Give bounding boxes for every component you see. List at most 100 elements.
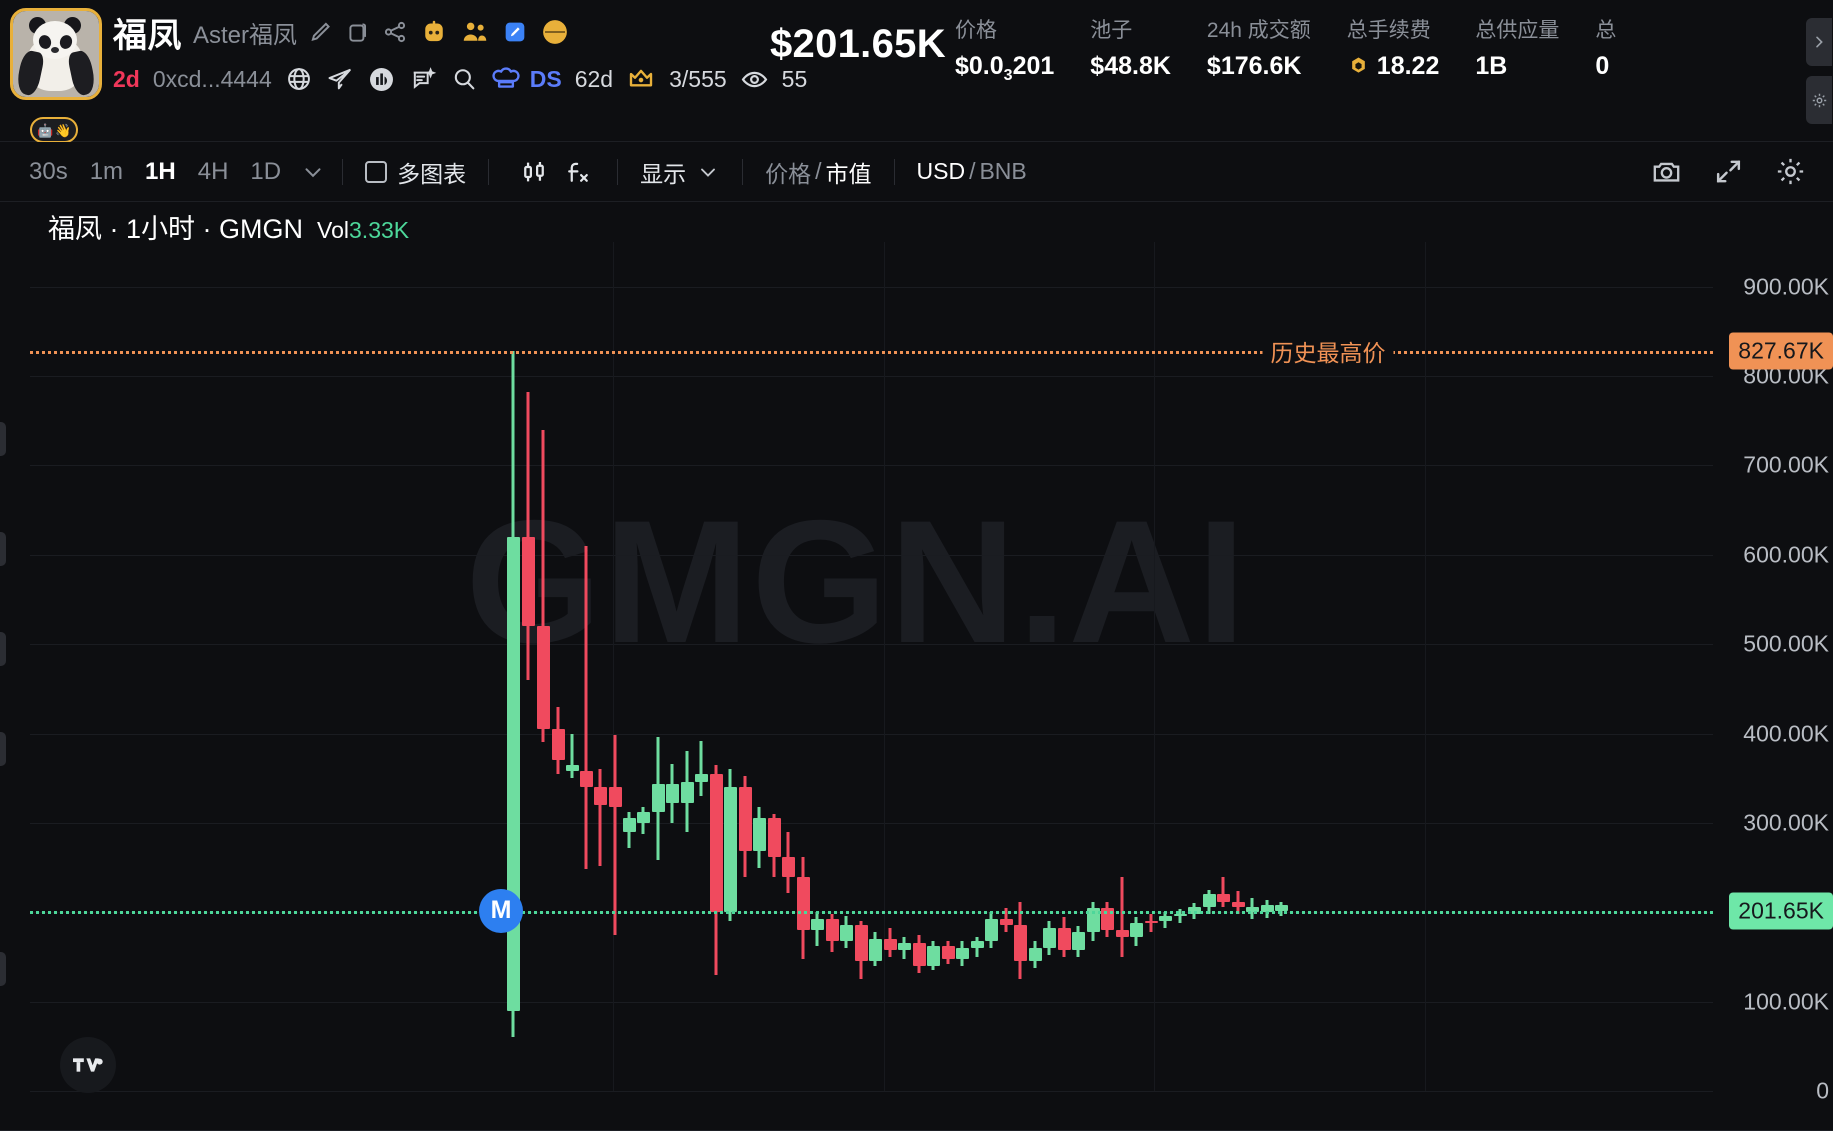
- axis-tick-label: 600.00K: [1743, 541, 1829, 568]
- axis-tick-label: 100.00K: [1743, 988, 1829, 1015]
- candle-body: [897, 942, 911, 950]
- stat-label: 池子: [1090, 19, 1133, 42]
- gridline: [30, 554, 1713, 556]
- gear-icon[interactable]: [1774, 155, 1807, 188]
- divider: [342, 158, 344, 185]
- camera-icon[interactable]: [1650, 155, 1683, 188]
- axis-tick-label: 500.00K: [1743, 630, 1829, 657]
- candle-body: [767, 818, 781, 857]
- robot-icon: 🤖: [37, 122, 54, 138]
- display-dropdown[interactable]: 显示: [634, 155, 726, 189]
- timeframe-4h[interactable]: 4H: [197, 157, 229, 185]
- candle-body: [709, 773, 723, 913]
- candle: [941, 242, 955, 1091]
- multichart-button[interactable]: 多图表: [359, 155, 472, 189]
- candle-wick: [598, 769, 602, 866]
- multichart-label: 多图表: [397, 160, 467, 187]
- eye-icon: [740, 65, 769, 94]
- toggle-bnb[interactable]: BNB: [979, 158, 1027, 184]
- chart-dex-icon[interactable]: [367, 65, 396, 94]
- candles-icon[interactable]: [519, 157, 549, 187]
- holders-icon[interactable]: [460, 17, 490, 47]
- toggle-separator: /: [815, 158, 822, 184]
- candle: [1260, 242, 1274, 1091]
- token-name: 福凤: [113, 16, 182, 55]
- stat-truncated: 总 0: [1595, 14, 1652, 81]
- candle-body: [694, 773, 708, 782]
- edit-icon[interactable]: [308, 19, 334, 45]
- token-meta-row: 2d 0xcd...4444: [113, 58, 807, 100]
- timeframe-1d[interactable]: 1D: [250, 157, 282, 185]
- robot-icon[interactable]: [419, 17, 449, 47]
- stat-label: 价格: [955, 19, 997, 42]
- timeframe-1m[interactable]: 1m: [89, 157, 124, 185]
- share-icon[interactable]: [382, 19, 408, 45]
- avatar-badge[interactable]: 🤖 👋: [30, 117, 79, 143]
- candle: [825, 242, 839, 1091]
- toggle-price[interactable]: 价格: [765, 160, 812, 187]
- chef-hat-icon[interactable]: [491, 64, 521, 94]
- pencil-note-icon[interactable]: [501, 18, 529, 46]
- chevron-down-icon[interactable]: [300, 159, 326, 185]
- candlestick-plot[interactable]: GMGN.AI 历史最高价 M: [0, 242, 1713, 1092]
- currency-toggle[interactable]: USD / BNB: [911, 158, 1033, 185]
- copy-icon[interactable]: [345, 19, 371, 45]
- candle: [738, 242, 752, 1091]
- candle-body: [1274, 905, 1288, 911]
- candle-body: [941, 946, 955, 959]
- candle: [1071, 242, 1085, 1091]
- candle-body: [839, 924, 853, 941]
- candle: [723, 242, 737, 1091]
- candle: [1086, 242, 1100, 1091]
- candle: [1274, 242, 1288, 1091]
- toggle-mcap[interactable]: 市值: [825, 160, 872, 187]
- candle-body: [1202, 894, 1216, 907]
- token-address[interactable]: 0xcd...4444: [152, 65, 272, 92]
- avatar[interactable]: [10, 8, 102, 100]
- candle-body: [1216, 894, 1230, 902]
- candle-body: [738, 787, 752, 852]
- fx-icon[interactable]: [563, 157, 593, 187]
- gridline: [30, 733, 1713, 735]
- tradingview-icon[interactable]: [60, 1037, 116, 1093]
- candle-body: [984, 919, 998, 941]
- candle: [781, 242, 795, 1091]
- price-axis[interactable]: 900.00K 800.00K 700.00K 600.00K 500.00K 400.0…: [1713, 202, 1833, 1131]
- chevron-right-icon[interactable]: [1806, 18, 1832, 66]
- display-label: 显示: [640, 160, 687, 187]
- candle-body: [999, 919, 1013, 925]
- candle-body: [1115, 930, 1129, 938]
- chart-area[interactable]: 福凤 · 1小时 · GMGN Vol3.33K GMGN.AI 历史最高价 M: [0, 202, 1833, 1131]
- expand-icon[interactable]: [1713, 156, 1744, 187]
- stat-label: 24h 成交额: [1206, 19, 1311, 42]
- stat-total-fees: 总手续费 18.22: [1347, 14, 1476, 81]
- ath-price-badge[interactable]: 827.67K: [1729, 332, 1833, 370]
- globe-icon[interactable]: [285, 65, 313, 93]
- comment-sparkle-icon[interactable]: [409, 65, 437, 93]
- candle: [636, 242, 650, 1091]
- aster-logo-icon[interactable]: [540, 17, 570, 47]
- telegram-icon[interactable]: [326, 65, 354, 93]
- search-icon[interactable]: [450, 65, 478, 93]
- candle-body: [565, 764, 579, 772]
- stat-price: 价格 $0.03201: [955, 14, 1090, 85]
- price-mcap-toggle[interactable]: 价格 / 市值: [759, 155, 877, 189]
- candle-body: [1245, 906, 1259, 913]
- timeframe-1h[interactable]: 1H: [145, 157, 176, 185]
- candle: [883, 242, 897, 1091]
- price-mantissa: $0.0: [955, 52, 1004, 80]
- chart-legend: 福凤 · 1小时 · GMGN Vol3.33K: [48, 207, 409, 246]
- timeframe-30s[interactable]: 30s: [29, 157, 68, 185]
- candle-body: [636, 812, 650, 823]
- left-rail: [0, 404, 10, 1131]
- current-price-badge[interactable]: 201.65K: [1729, 892, 1833, 930]
- candle: [1057, 242, 1071, 1091]
- candle-body: [723, 787, 737, 913]
- divider: [893, 158, 895, 185]
- stat-label: 总手续费: [1346, 19, 1431, 42]
- gear-icon[interactable]: [1806, 76, 1832, 124]
- my-position-marker[interactable]: M: [479, 888, 523, 933]
- toggle-usd[interactable]: USD: [916, 158, 966, 184]
- stat-value: $0.03201: [955, 52, 1054, 85]
